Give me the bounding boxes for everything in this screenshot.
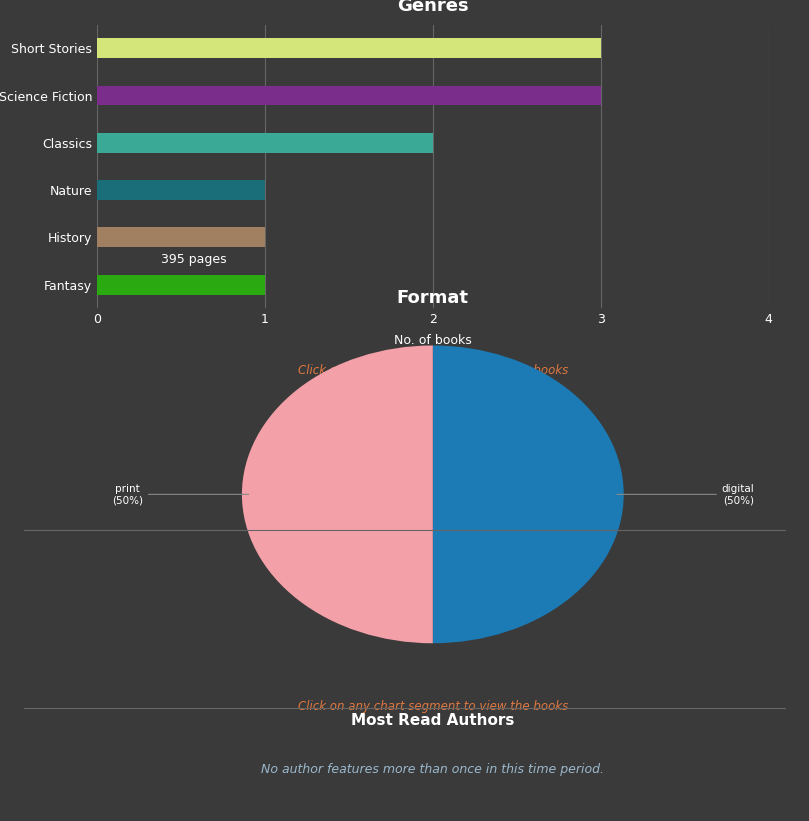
Bar [97, 275, 265, 295]
Text: print
(50%): print (50%) [112, 484, 248, 505]
Title: Genres: Genres [397, 0, 468, 15]
Wedge shape [242, 346, 433, 644]
Wedge shape [433, 346, 624, 644]
Text: Click on any chart segment to view the books: Click on any chart segment to view the b… [298, 700, 568, 713]
Text: No author features more than once in this time period.: No author features more than once in thi… [261, 764, 604, 777]
X-axis label: No. of books: No. of books [394, 334, 472, 347]
Bar [97, 39, 600, 58]
Bar [97, 227, 265, 247]
Title: Format: Format [397, 289, 468, 307]
Bar [97, 180, 265, 200]
Text: Click on any chart segment to view the books: Click on any chart segment to view the b… [298, 365, 568, 377]
Text: digital
(50%): digital (50%) [617, 484, 755, 505]
Bar [97, 133, 433, 153]
Bar [97, 85, 600, 105]
Text: 395 pages: 395 pages [161, 254, 227, 266]
Text: Most Read Authors: Most Read Authors [351, 713, 515, 727]
